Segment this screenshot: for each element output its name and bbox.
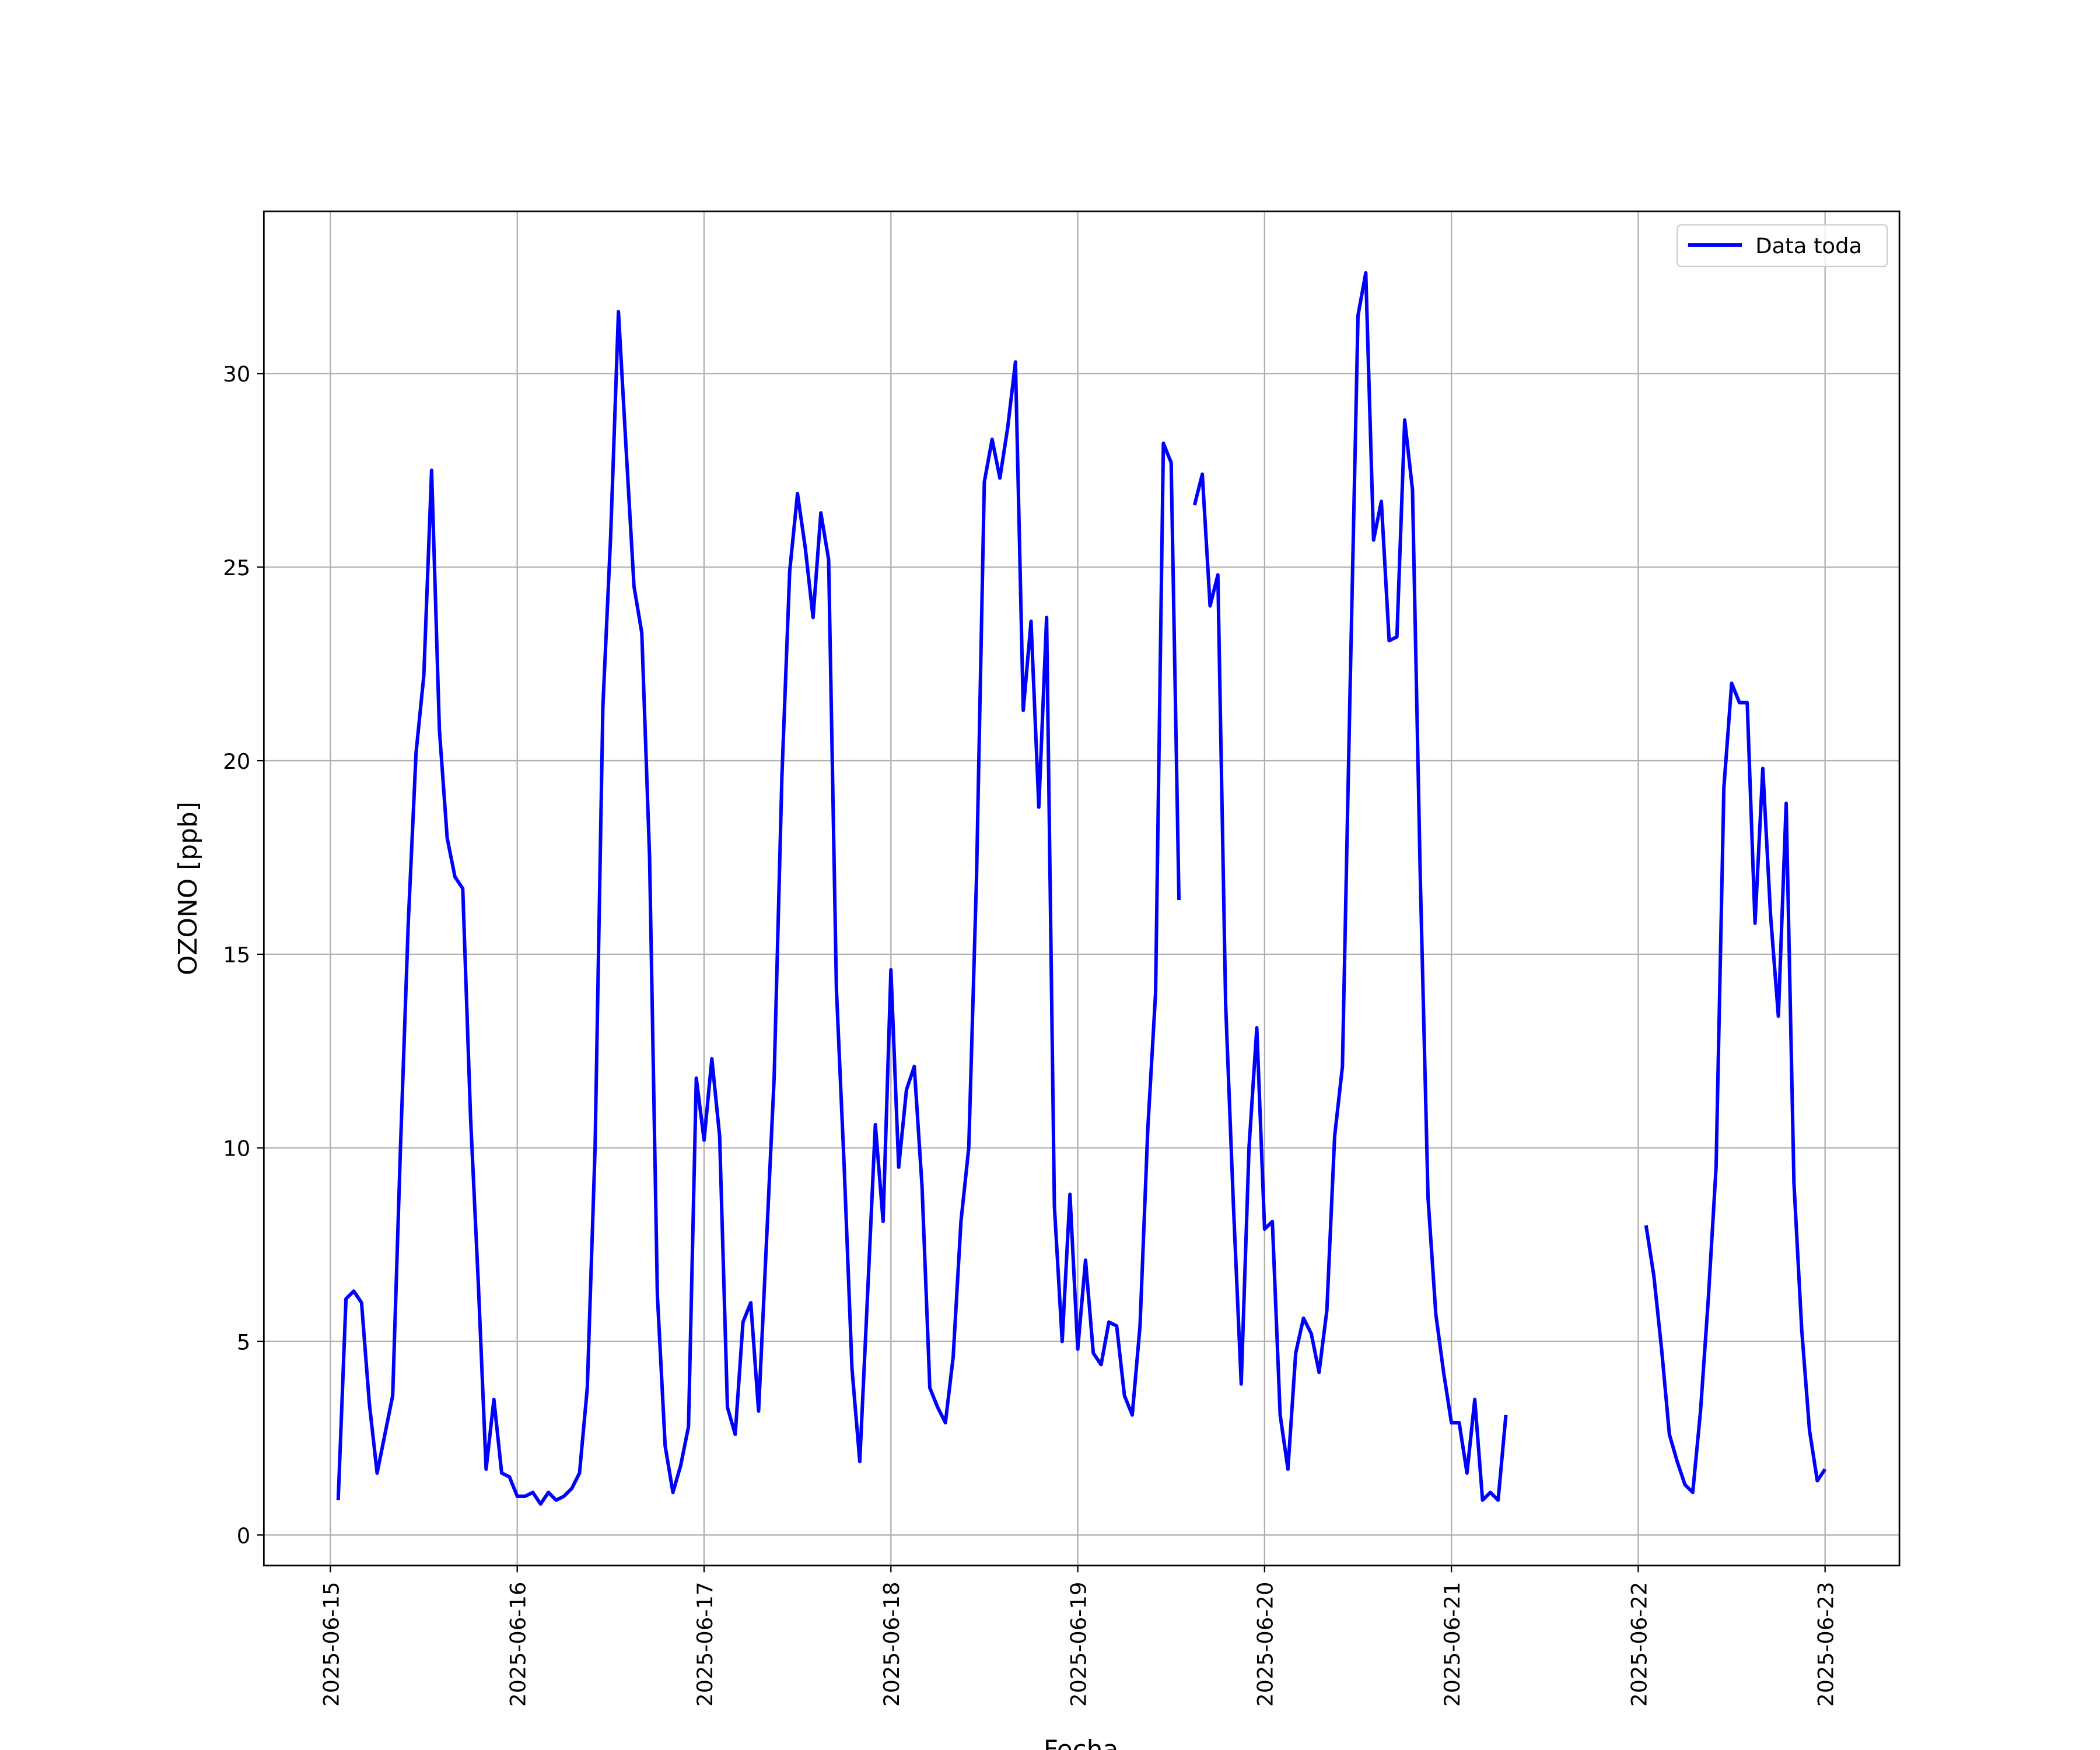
x-tick-label: 2025-06-19 xyxy=(1066,1582,1091,1707)
x-tick-label: 2025-06-15 xyxy=(318,1582,344,1707)
plot-frame xyxy=(262,210,1901,1567)
y-tick-label: 15 xyxy=(223,943,250,968)
x-tick-label: 2025-06-21 xyxy=(1440,1582,1465,1707)
data-line xyxy=(336,271,1827,1506)
y-tick-label: 0 xyxy=(237,1523,250,1548)
legend-label: Data toda xyxy=(1755,233,1862,258)
x-axis-label: Fecha xyxy=(1044,1735,1119,1750)
y-tick-label: 20 xyxy=(223,749,250,774)
legend-box xyxy=(1676,224,1888,268)
x-tick-label: 2025-06-22 xyxy=(1626,1582,1651,1707)
y-tick-label: 5 xyxy=(237,1329,250,1354)
x-tick-label: 2025-06-17 xyxy=(692,1582,718,1707)
y-axis-label: OZONO [ppb] xyxy=(173,802,203,975)
y-tick-label: 25 xyxy=(223,555,250,580)
x-tick-label: 2025-06-23 xyxy=(1814,1582,1839,1707)
y-tick-label: 30 xyxy=(223,362,250,387)
x-tick-label: 2025-06-20 xyxy=(1253,1582,1278,1707)
x-tick-label: 2025-06-18 xyxy=(879,1582,904,1707)
y-tick-label: 10 xyxy=(223,1136,250,1161)
x-tick-label: 2025-06-16 xyxy=(506,1582,531,1707)
